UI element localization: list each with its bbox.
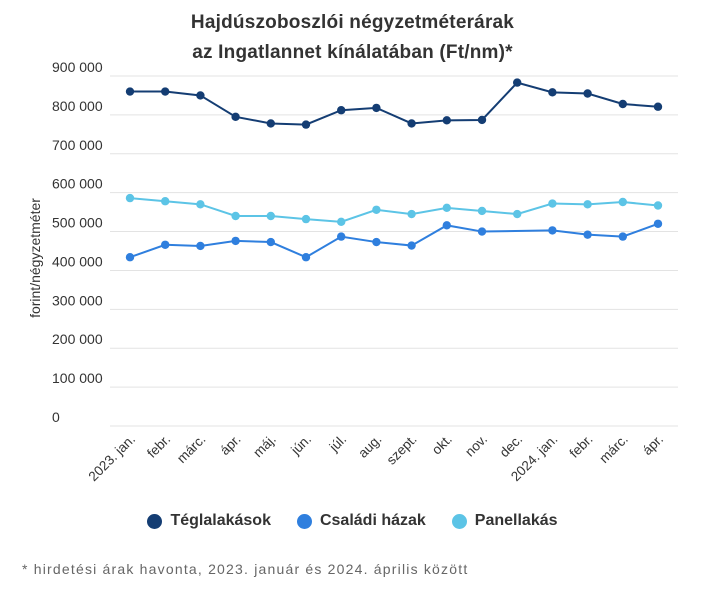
- data-point[interactable]: [583, 230, 592, 239]
- data-point[interactable]: [442, 116, 451, 125]
- data-point[interactable]: [618, 197, 627, 207]
- legend-label: Családi házak: [319, 512, 426, 529]
- x-tick-label: aug.: [355, 432, 384, 461]
- legend-dot-icon: [296, 513, 312, 529]
- data-point[interactable]: [548, 199, 557, 208]
- legend-label: Panellakás: [474, 512, 558, 529]
- data-point[interactable]: [231, 236, 240, 246]
- x-tick-label: márc.: [174, 432, 208, 466]
- y-tick-label: 100 000: [52, 370, 103, 386]
- line-chart: 0 100 000 200 000 300 000 400 000 500 000 600 …: [27, 59, 678, 485]
- data-point[interactable]: [372, 103, 381, 113]
- y-axis-label: forint/négyzetméter: [27, 198, 43, 318]
- x-tick-label: okt.: [429, 432, 455, 458]
- y-tick-label: 200 000: [52, 331, 103, 347]
- data-point[interactable]: [301, 214, 311, 224]
- chart-title-line2: az Ingatlannet kínálatában (Ft/nm)*: [192, 42, 513, 63]
- data-point[interactable]: [231, 112, 240, 122]
- x-tick-label: márc.: [596, 432, 630, 466]
- data-point[interactable]: [161, 240, 170, 249]
- series-line-1: [129, 222, 659, 259]
- x-tick-label: ápr.: [640, 432, 667, 459]
- data-point[interactable]: [161, 197, 170, 206]
- data-point[interactable]: [548, 88, 557, 97]
- x-tick-label: 2023. jan.: [86, 432, 139, 485]
- legend-item-panellakas[interactable]: Panellakás: [451, 512, 558, 530]
- series-line-0: [130, 81, 659, 126]
- legend-dot-icon: [451, 513, 467, 529]
- data-point[interactable]: [125, 253, 135, 262]
- data-point[interactable]: [442, 203, 451, 213]
- data-point[interactable]: [477, 115, 487, 125]
- x-tick-label: dec.: [497, 432, 526, 461]
- legend-item-csaladi-hazak[interactable]: Családi házak: [296, 512, 426, 530]
- legend-dot-icon: [147, 513, 163, 529]
- data-point[interactable]: [301, 120, 311, 129]
- data-point[interactable]: [618, 232, 627, 241]
- y-tick-label: 800 000: [52, 98, 103, 114]
- data-point[interactable]: [266, 237, 275, 247]
- data-point[interactable]: [196, 241, 205, 251]
- data-point[interactable]: [161, 87, 170, 96]
- data-point[interactable]: [407, 209, 416, 219]
- data-point[interactable]: [513, 209, 522, 219]
- x-tick-label: nov.: [462, 432, 490, 460]
- x-tick-label: jún.: [287, 432, 314, 459]
- data-point[interactable]: [301, 253, 311, 262]
- y-tick-label: 500 000: [52, 215, 103, 231]
- y-tick-label: 700 000: [52, 137, 103, 153]
- y-tick-label: 300 000: [52, 292, 103, 308]
- data-point[interactable]: [125, 193, 135, 203]
- x-tick-label: febr.: [144, 432, 173, 461]
- chart-title: Hajdúszoboszlói négyzetméterárak az Inga…: [0, 8, 705, 68]
- footnote: * hirdetési árak havonta, 2023. január é…: [22, 561, 469, 577]
- x-tick-label: ápr.: [217, 432, 244, 459]
- data-point[interactable]: [266, 211, 275, 221]
- data-point[interactable]: [125, 87, 135, 96]
- data-point[interactable]: [618, 99, 627, 109]
- data-point[interactable]: [372, 205, 381, 214]
- data-point[interactable]: [583, 200, 592, 209]
- x-tick-label: szept.: [384, 432, 420, 468]
- y-tick-label: 0: [52, 409, 60, 425]
- data-point[interactable]: [653, 201, 663, 210]
- data-point[interactable]: [653, 219, 663, 228]
- legend-label: Téglalakások: [170, 512, 271, 529]
- data-point[interactable]: [337, 106, 346, 115]
- x-tick-label: febr.: [567, 432, 596, 461]
- data-point[interactable]: [231, 211, 240, 221]
- legend-item-teglalakasok[interactable]: Téglalakások: [147, 512, 271, 530]
- y-tick-label: 600 000: [52, 176, 103, 192]
- data-point[interactable]: [372, 237, 381, 247]
- data-point[interactable]: [337, 232, 346, 241]
- x-tick-label: máj.: [250, 432, 279, 461]
- data-point[interactable]: [513, 78, 522, 87]
- data-point[interactable]: [548, 226, 557, 235]
- legend: Téglalakások Családi házak Panellakás: [0, 512, 705, 530]
- chart-title-line1: Hajdúszoboszlói négyzetméterárak: [190, 12, 515, 33]
- data-point[interactable]: [407, 119, 416, 128]
- data-point[interactable]: [477, 227, 487, 236]
- data-point[interactable]: [196, 91, 205, 100]
- data-point[interactable]: [407, 241, 416, 250]
- series-line-2: [129, 197, 659, 223]
- y-tick-label: 900 000: [52, 59, 103, 75]
- data-point[interactable]: [653, 102, 663, 111]
- data-point[interactable]: [442, 221, 451, 230]
- y-tick-label: 400 000: [52, 253, 103, 269]
- data-point[interactable]: [583, 89, 592, 98]
- data-point[interactable]: [337, 217, 346, 227]
- data-point[interactable]: [477, 206, 487, 216]
- data-point[interactable]: [196, 200, 205, 209]
- x-tick-label: júl.: [326, 432, 350, 456]
- data-point[interactable]: [266, 119, 275, 128]
